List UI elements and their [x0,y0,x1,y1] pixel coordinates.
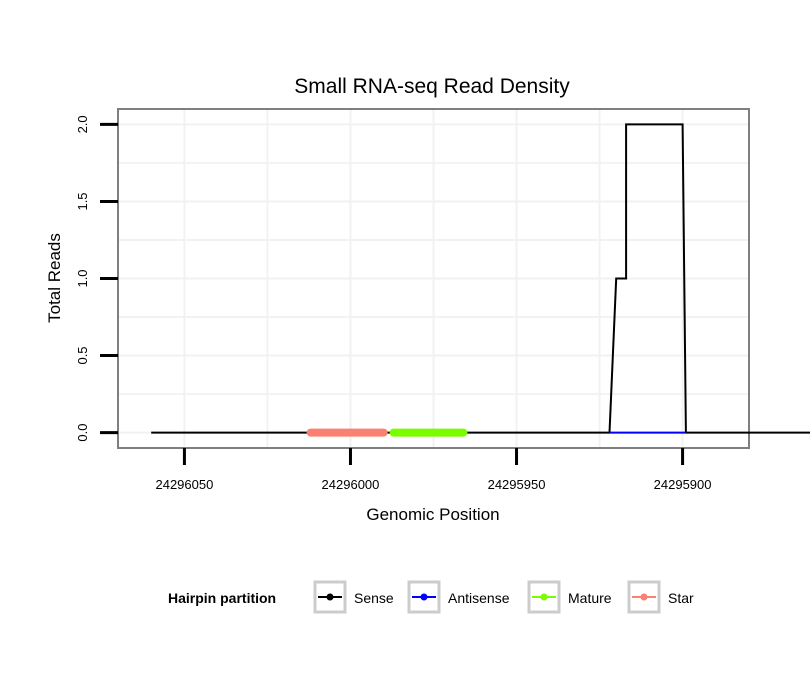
legend-key-point [326,593,334,601]
grid [119,110,748,447]
y-tick-label: 2.0 [75,115,90,133]
y-tick-label: 0.5 [75,346,90,364]
x-tick-label: 24296000 [322,477,380,492]
legend-title: Hairpin partition [168,590,276,606]
legend-label-mature: Mature [568,590,612,606]
y-axis: 0.0 0.5 1.0 1.5 2.0 [75,115,118,442]
y-tick-label: 1.0 [75,269,90,287]
y-axis-label: Total Reads [45,233,64,323]
y-tick-label: 1.5 [75,192,90,210]
legend-label-sense: Sense [354,590,394,606]
x-tick-label: 24295950 [488,477,546,492]
legend-label-star: Star [668,590,694,606]
x-tick-label: 24295900 [654,477,712,492]
x-axis: 24296050 24296000 24295950 24295900 [155,448,712,492]
legend-key-point [640,593,648,601]
legend-key-point [540,593,548,601]
y-tick-label: 0.0 [75,424,90,442]
chart-title: Small RNA-seq Read Density [294,75,570,98]
legend: Hairpin partition Sense Antisense Mature St… [168,580,694,614]
series-line-sense [151,123,810,434]
x-axis-label: Genomic Position [366,505,499,524]
x-tick-label: 24296050 [155,477,213,492]
legend-key-point [420,593,428,601]
series-layer [151,123,810,437]
legend-label-antisense: Antisense [448,590,510,606]
